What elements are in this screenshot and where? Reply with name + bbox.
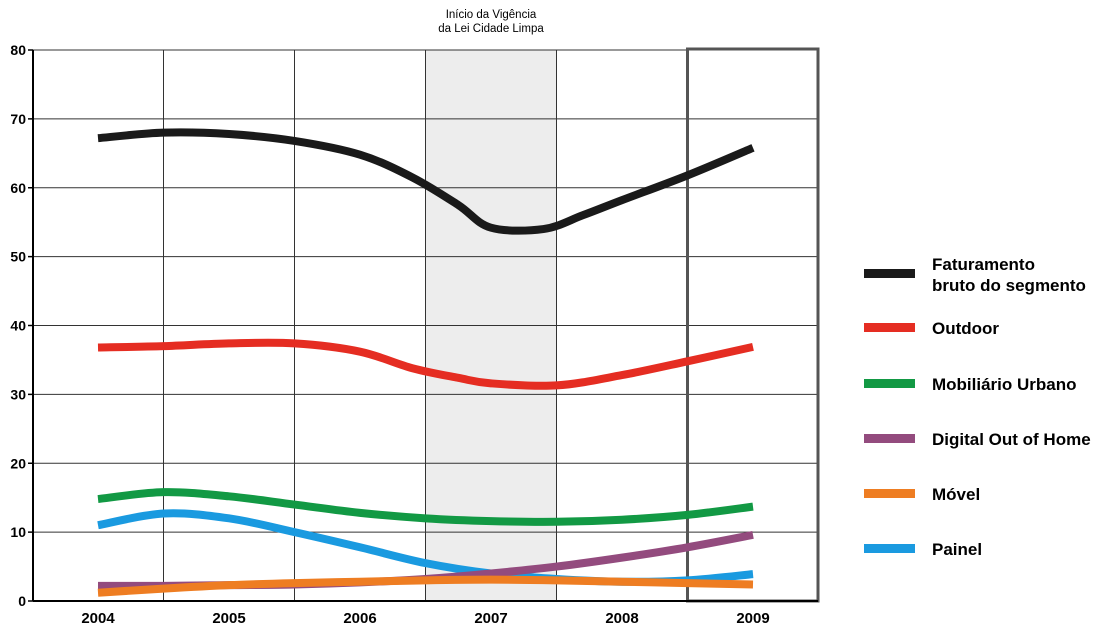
legend-swatch — [864, 489, 915, 498]
legend-swatch — [864, 544, 915, 553]
x-tick-label: 2009 — [736, 610, 769, 627]
y-tick-label: 40 — [10, 318, 26, 334]
legend-swatch — [864, 323, 915, 332]
series-line-movel — [97, 575, 754, 597]
legend-label: bruto do segmento — [932, 276, 1086, 295]
x-tick-label: 2005 — [212, 610, 245, 627]
legend-swatch — [864, 269, 915, 278]
legend-label: Mobiliário Urbano — [932, 375, 1077, 394]
legend-label: Digital Out of Home — [932, 430, 1091, 449]
series-line-mobiliario-urbano — [97, 488, 754, 526]
legend-label: Móvel — [932, 485, 980, 504]
annotation-layer: Início da Vigência da Lei Cidade Limpa — [438, 9, 544, 35]
grid-layer — [33, 49, 819, 602]
axis-layer: 0 10 20 30 40 50 60 70 80 2004 2005 2006 2007 2008 200… — [10, 42, 818, 627]
series-line-outdoor — [97, 338, 754, 390]
x-tick-label: 2008 — [605, 610, 638, 627]
y-tick-label: 30 — [10, 386, 26, 402]
legend-swatch — [864, 379, 915, 388]
y-tick-label: 10 — [10, 524, 26, 540]
legend-swatch — [864, 434, 915, 443]
annotation-text: da Lei Cidade Limpa — [438, 23, 544, 35]
y-tick-label: 50 — [10, 249, 26, 265]
annotation-text: Início da Vigência — [446, 9, 537, 21]
y-tick-label: 80 — [10, 42, 26, 58]
legend-label: Painel — [932, 540, 982, 559]
y-tick-label: 70 — [10, 111, 26, 127]
legend-label: Outdoor — [932, 319, 999, 338]
y-tick-label: 60 — [10, 180, 26, 196]
legend-layer: Faturamento bruto do segmento Outdoor Mobil… — [864, 255, 1091, 559]
x-tick-label: 2007 — [474, 610, 507, 627]
x-tick-label: 2004 — [81, 610, 115, 627]
legend-label: Faturamento — [932, 255, 1035, 274]
y-tick-label: 20 — [10, 455, 26, 471]
series-layer — [97, 128, 755, 597]
y-tick-label: 0 — [18, 593, 26, 609]
x-tick-label: 2006 — [343, 610, 376, 627]
series-line-faturamento-bruto-do-segmento — [97, 128, 755, 235]
